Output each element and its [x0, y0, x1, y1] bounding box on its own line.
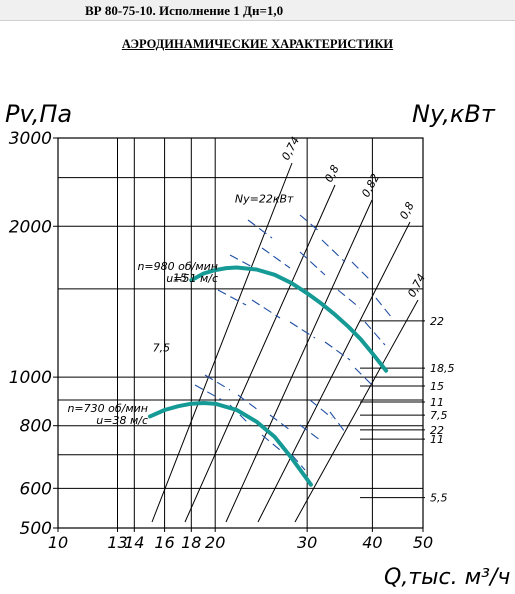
- x-tick-label: 40: [362, 533, 382, 552]
- efficiency-label: 0,8: [322, 163, 342, 185]
- power-tick-label: 5,5: [430, 492, 448, 505]
- x-tick-label: 30: [297, 533, 317, 552]
- efficiency-lines: [151, 162, 419, 523]
- efficiency-dash: [269, 414, 291, 431]
- efficiency-dash: [229, 254, 259, 271]
- efficiency-dash: [354, 367, 373, 386]
- series-label: u=51 м/с: [166, 272, 218, 285]
- efficiency-dash: [309, 399, 333, 419]
- y-tick-label: 600: [20, 479, 52, 499]
- y-tick-label: 500: [20, 519, 52, 539]
- efficiency-dash: [291, 454, 306, 471]
- power-tick-label: 11: [430, 433, 444, 446]
- power-tick-label: 22: [430, 424, 444, 437]
- efficiency-dash: [337, 289, 361, 309]
- header-title: ВР 80-75-10. Исполнение 1 Дн=1,0: [85, 3, 284, 18]
- power-tick-label: 7,5: [430, 409, 448, 422]
- x-tick-label: 50: [413, 533, 433, 552]
- efficiency-dash: [329, 411, 346, 433]
- efficiency-dash: [194, 384, 223, 401]
- efficiency-ray: [151, 162, 293, 523]
- header-bar: ВР 80-75-10. Исполнение 1 Дн=1,0: [0, 0, 515, 21]
- efficiency-dash: [217, 289, 247, 306]
- power-annotation: Ny=22кВт: [235, 193, 294, 206]
- efficiency-dash: [299, 424, 321, 441]
- power-tick-label: 11: [430, 396, 444, 409]
- power-tick-label: 18,5: [430, 362, 455, 375]
- power-tick-label: 15: [430, 380, 444, 393]
- efficiency-dash: [204, 374, 231, 391]
- power-annotation: 7,5: [153, 341, 171, 354]
- y2-axis-label: Ny,кВт: [412, 100, 496, 128]
- efficiency-ray: [294, 299, 419, 523]
- efficiency-ray: [257, 221, 411, 523]
- efficiency-label: 0,74: [279, 135, 302, 163]
- pressure-curve-980rpm: [189, 265, 389, 373]
- power-annotation: 15: [173, 272, 187, 285]
- efficiency-dash: [299, 214, 321, 233]
- pressure-curves: [148, 265, 389, 487]
- x-tick-label: 18: [181, 533, 201, 552]
- chart-title: АЭРОДИНАМИЧЕСКИЕ ХАРАКТЕРИСТИКИ: [121, 37, 394, 51]
- efficiency-dash: [237, 394, 259, 411]
- x-tick-label: 14: [124, 533, 144, 552]
- efficiency-ray: [184, 184, 336, 523]
- efficiency-dash: [261, 247, 291, 269]
- y-tick-label: 2000: [9, 217, 52, 237]
- efficiency-dash: [247, 219, 273, 239]
- pressure-curve-730rpm: [148, 401, 313, 487]
- efficiency-label: 0,8: [397, 200, 417, 222]
- efficiency-dash: [251, 299, 281, 319]
- x-tick-label: 20: [205, 533, 225, 552]
- x-tick-label: 13: [107, 533, 127, 552]
- power-tick-label: 22: [430, 315, 444, 328]
- series-label: n=730 об/мин: [67, 402, 148, 415]
- y-tick-label: 800: [20, 417, 52, 437]
- series-label: n=980 об/мин: [137, 260, 218, 273]
- efficiency-dash: [351, 261, 373, 283]
- efficiency-dash: [261, 434, 281, 451]
- y-axis-label: Pv,Па: [5, 100, 72, 128]
- y-tick-label: 1000: [9, 368, 52, 388]
- x-axis-label: Q,тыс. м³/ч: [384, 565, 510, 590]
- efficiency-dash: [299, 251, 326, 276]
- efficiency-dash: [375, 297, 393, 319]
- x-tick-label: 10: [48, 533, 68, 552]
- efficiency-label: 0,74: [405, 272, 428, 300]
- series-label: u=38 м/с: [96, 414, 148, 427]
- efficiency-dash: [364, 321, 386, 346]
- efficiency-dash: [289, 321, 316, 339]
- plot-frame: [57, 137, 424, 529]
- efficiency-dash: [324, 341, 351, 361]
- x-tick-label: 16: [154, 533, 174, 552]
- efficiency-label: 0,82: [359, 172, 382, 200]
- y-tick-label: 3000: [9, 129, 52, 149]
- efficiency-ray: [225, 199, 373, 523]
- efficiency-dash: [321, 239, 346, 263]
